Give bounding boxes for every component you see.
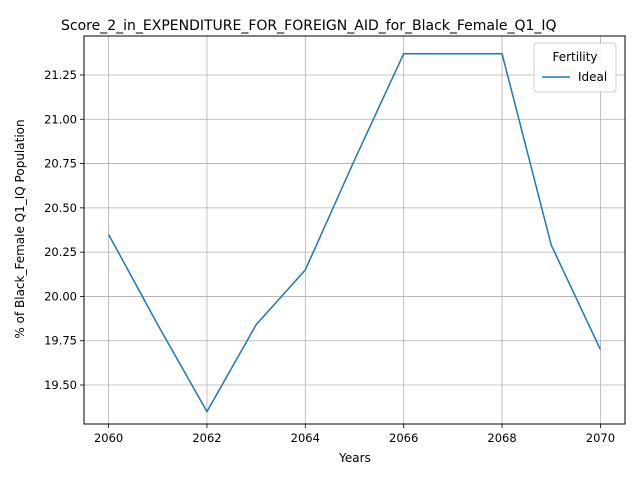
x-tick-label: 2060 [94, 431, 123, 445]
series-layer [107, 52, 602, 413]
legend-title: Fertility [552, 50, 597, 64]
legend-box [533, 42, 617, 93]
x-tick-label: 2070 [586, 431, 615, 445]
plot-frame [83, 35, 626, 425]
series-line-ideal [107, 52, 602, 413]
grid-lines [84, 36, 625, 424]
y-axis-ticks: 19.50 19.75 20.00 20.25 20.50 20.75 21.00 21.25 [44, 68, 84, 392]
y-tick-label: 21.00 [44, 112, 77, 126]
y-tick-label: 21.25 [44, 68, 77, 82]
y-tick-label: 20.50 [44, 201, 77, 215]
x-tick-label: 2066 [389, 431, 418, 445]
x-tick-label: 2062 [192, 431, 221, 445]
x-tick-label: 2068 [487, 431, 516, 445]
y-tick-label: 20.75 [44, 157, 77, 171]
x-tick-label: 2064 [291, 431, 320, 445]
legend-label-ideal: Ideal [578, 70, 607, 84]
y-axis-label: % of Black_Female Q1_IQ Population [13, 119, 27, 338]
x-axis-ticks: 2060 2062 2064 2066 2068 2070 [94, 424, 615, 445]
chart-title: Score_2_in_EXPENDITURE_FOR_FOREIGN_AID_f… [61, 18, 557, 34]
y-tick-label: 19.50 [44, 378, 77, 392]
y-tick-label: 19.75 [44, 334, 77, 348]
x-axis-label: Years [338, 451, 371, 465]
legend: Fertility Ideal [533, 42, 617, 93]
y-tick-label: 20.25 [44, 245, 77, 259]
y-tick-label: 20.00 [44, 289, 77, 303]
